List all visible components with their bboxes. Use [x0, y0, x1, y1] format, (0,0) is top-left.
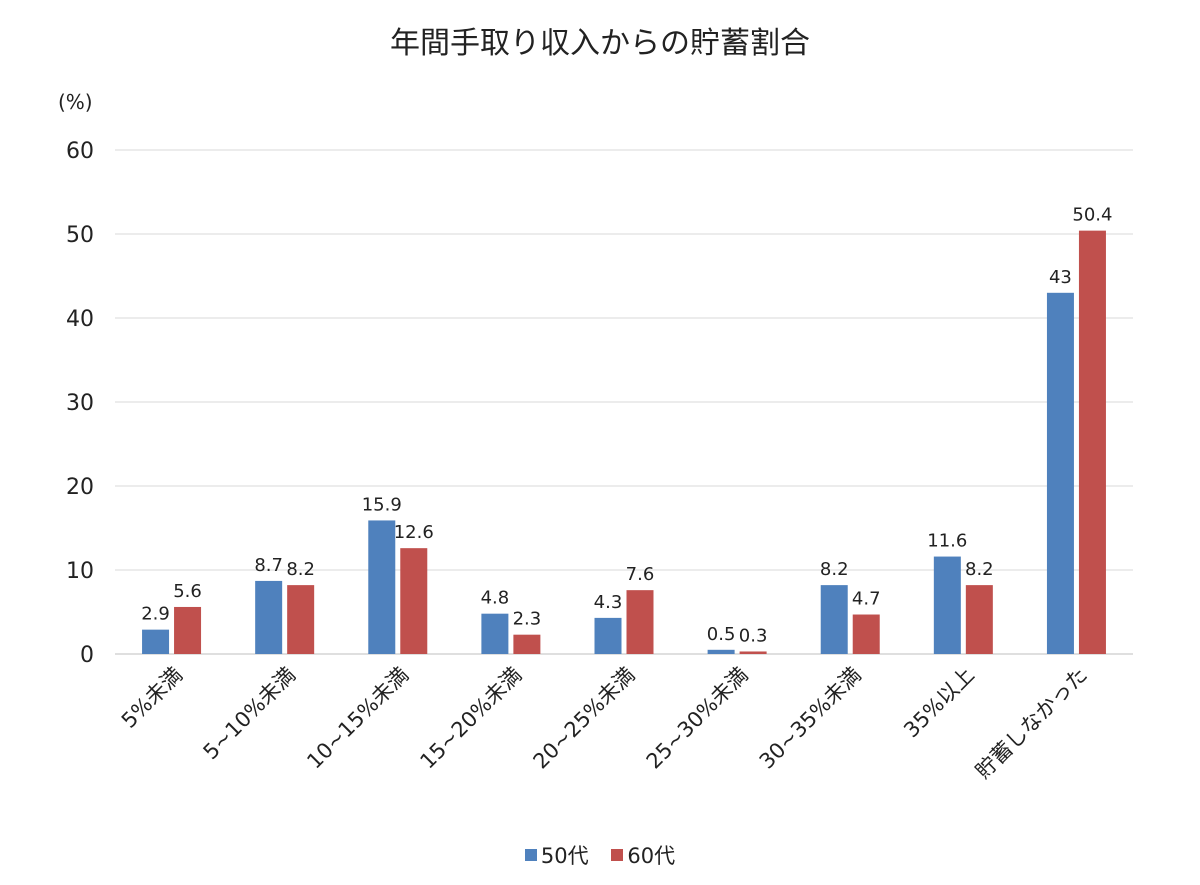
data-label: 2.3: [513, 609, 542, 630]
data-label: 4.8: [481, 588, 510, 609]
data-label: 8.2: [820, 559, 849, 580]
bar-50s: [368, 520, 396, 654]
data-label: 7.6: [626, 564, 655, 585]
data-label: 50.4: [1072, 205, 1112, 226]
data-labels: 2.95.68.7 8.215.912.64.82.34.37.60.5 0.38.…: [141, 205, 1112, 647]
bar-60s: [965, 585, 993, 654]
x-tick-label: 25~30%未満: [642, 663, 753, 774]
bar-50s: [707, 649, 735, 654]
bar-50s: [933, 556, 961, 654]
data-label: 0.3: [739, 625, 768, 646]
y-axis-unit: (%): [58, 90, 93, 114]
x-tick-label: 20~25%未満: [529, 663, 640, 774]
legend-item-60s: 60代: [611, 840, 675, 870]
x-tick-label: 35%以上: [899, 663, 979, 743]
x-tick-label: 5~10%未満: [199, 663, 301, 765]
bar-60s: [513, 634, 541, 654]
x-tick-label: 15~20%未満: [415, 663, 526, 774]
y-tick-label: 20: [66, 475, 94, 500]
x-tick-label: 貯蓄しなかった: [971, 663, 1092, 784]
data-label: 11.6: [927, 531, 967, 552]
y-tick-label: 40: [66, 307, 94, 332]
data-label: 43: [1049, 267, 1072, 288]
x-tick-label: 30~35%未満: [755, 663, 866, 774]
y-tick-label: 10: [66, 559, 94, 584]
bar-60s: [739, 651, 767, 654]
legend-label-50s: 50代: [540, 844, 589, 868]
data-label: 4.7: [852, 589, 881, 610]
bar-60s: [1078, 230, 1106, 654]
data-label: 4.3: [594, 592, 623, 613]
bars: [142, 230, 1106, 654]
chart-title: 年間手取り収入からの貯蓄割合: [390, 26, 810, 61]
data-label: 12.6: [394, 522, 434, 543]
bar-50s: [594, 617, 622, 654]
legend-swatch-60s: [611, 849, 624, 861]
bar-50s: [142, 629, 170, 654]
legend-item-50s: 50代: [524, 840, 589, 870]
bar-60s: [400, 548, 428, 654]
bar-50s: [820, 585, 848, 654]
bar-60s: [287, 585, 315, 654]
bar-50s: [255, 580, 283, 654]
y-tick-label: 50: [66, 223, 94, 248]
y-tick-label: 60: [66, 139, 94, 164]
bar-60s: [174, 606, 202, 654]
data-label: 8.2: [286, 559, 315, 580]
legend: 50代 60代: [0, 840, 1200, 870]
y-tick-label: 0: [80, 643, 94, 668]
data-label: 15.9: [362, 494, 402, 515]
bar-50s: [1046, 292, 1074, 654]
bar-60s: [852, 614, 880, 654]
data-label: 8.2: [965, 559, 994, 580]
x-axis-ticks: 5%未満 5~10%未満 10~15%未満 15~20%未満 20~25%未満 25~30…: [117, 663, 1092, 784]
x-tick-label: 10~15%未満: [302, 663, 413, 774]
data-label: 0.5: [707, 624, 736, 645]
bar-50s: [481, 613, 509, 654]
legend-swatch-50s: [524, 849, 537, 861]
y-axis-ticks: 0 10 20 30 40 50 60: [66, 139, 94, 668]
data-label: 2.9: [141, 604, 170, 625]
x-tick-label: 5%未満: [117, 663, 187, 733]
bar-60s: [626, 590, 654, 654]
gridlines: [115, 149, 1133, 655]
data-label: 5.6: [173, 581, 202, 602]
y-tick-label: 30: [66, 391, 94, 416]
data-label: 8.7: [254, 555, 283, 576]
legend-label-60s: 60代: [627, 844, 676, 868]
